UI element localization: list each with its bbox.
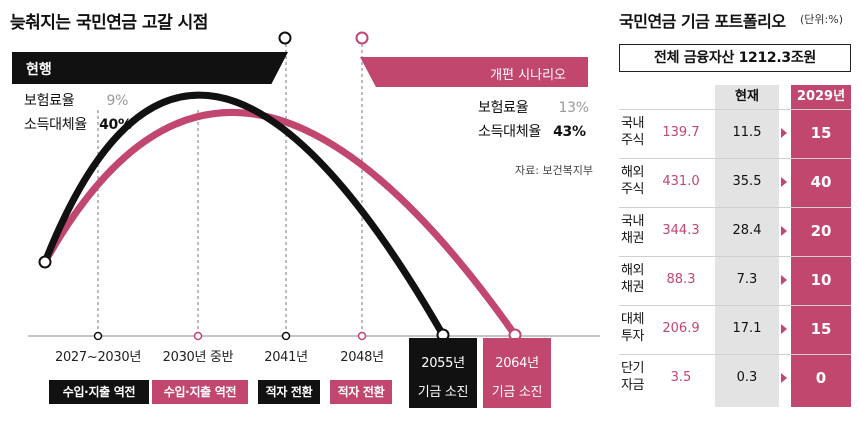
timeline-year-label: 2030년 중반 <box>162 350 234 365</box>
category-cell: 대체 투자 <box>621 312 644 344</box>
header-current: 현재 <box>735 89 759 104</box>
timeline-event-badge: 적자 전환 <box>330 380 392 404</box>
depletion-box-current: 2055년 기금 소진 <box>409 338 477 408</box>
current-rate-label: 보험료율 <box>24 93 75 109</box>
category-cell: 단기 자금 <box>621 361 644 393</box>
target-share-cell: 15 <box>810 320 832 338</box>
reform-rate: 보험료율 13% <box>478 97 589 117</box>
table-row: 단기 자금 3.5 0.3 0 <box>619 354 851 400</box>
curve-point <box>278 31 292 45</box>
current-column-bg <box>715 85 779 407</box>
category-cell: 해외 주식 <box>621 165 644 197</box>
reform-scenario-band: 개편 시나리오 <box>360 57 588 87</box>
timeline-event-badge: 수입·지출 역전 <box>152 380 248 404</box>
timeline-marker <box>193 331 203 341</box>
current-rate: 보험료율 9% <box>24 90 128 110</box>
current-share-cell: 0.3 <box>736 370 758 385</box>
total-assets-box: 전체 금융자산 1212.3조원 <box>619 44 851 72</box>
curve-point <box>38 255 52 269</box>
current-share-cell: 35.5 <box>732 174 762 189</box>
target-share-cell: 0 <box>815 369 827 387</box>
amount-cell: 431.0 <box>662 174 700 189</box>
timeline-year-label: 2041년 <box>264 350 308 365</box>
current-share-cell: 11.5 <box>732 125 762 140</box>
source-note: 자료: 보건복지부 <box>515 164 594 177</box>
target-share-cell: 40 <box>810 173 832 191</box>
arrow-right-icon <box>779 110 789 156</box>
chart-title: 늦춰지는 국민연금 고갈 시점 <box>10 13 208 33</box>
depletion-box-reform: 2064년 기금 소진 <box>483 338 551 408</box>
timeline-marker <box>357 331 367 341</box>
unit-note: (단위:%) <box>800 13 843 26</box>
target-share-cell: 20 <box>810 222 832 240</box>
reform-rate-value: 13% <box>558 100 589 116</box>
curve-point <box>355 31 369 45</box>
current-rate-value: 9% <box>106 93 129 109</box>
table-row: 해외 채권 88.3 7.3 10 <box>619 256 851 302</box>
reform-replace: 소득대체율 43% <box>478 121 586 141</box>
category-cell: 국내 주식 <box>621 116 644 148</box>
reform-replace-value: 43% <box>553 124 586 140</box>
depletion-year: 2055년 <box>421 356 465 371</box>
arrow-right-icon <box>779 159 789 205</box>
portfolio-title: 국민연금 기금 포트폴리오 <box>619 12 786 31</box>
depletion-year: 2064년 <box>495 356 539 371</box>
reform-scenario-label: 개편 시나리오 <box>490 68 566 83</box>
arrow-right-icon <box>779 306 789 352</box>
amount-cell: 139.7 <box>662 125 700 140</box>
target-share-cell: 15 <box>810 124 832 142</box>
current-replace-value: 40% <box>99 117 132 133</box>
arrow-right-icon <box>779 208 789 254</box>
current-replace: 소득대체율 40% <box>24 114 132 134</box>
timeline-event-badge: 수입·지출 역전 <box>49 380 149 404</box>
category-cell: 국내 채권 <box>621 214 644 246</box>
current-share-cell: 17.1 <box>732 321 762 336</box>
target-share-cell: 10 <box>810 271 832 289</box>
amount-cell: 3.5 <box>670 370 692 385</box>
current-share-cell: 28.4 <box>732 223 762 238</box>
amount-cell: 344.3 <box>662 223 700 238</box>
timeline-year-label: 2048년 <box>340 350 384 365</box>
depletion-curve-chart <box>28 31 600 342</box>
current-share-cell: 7.3 <box>736 272 758 287</box>
reform-rate-label: 보험료율 <box>478 100 529 116</box>
arrow-right-icon <box>779 257 789 303</box>
table-row: 국내 채권 344.3 28.4 20 <box>619 207 851 253</box>
table-row: 국내 주식 139.7 11.5 15 <box>619 109 851 155</box>
timeline-year-label: 2027~2030년 <box>54 350 142 365</box>
amount-cell: 88.3 <box>666 272 696 287</box>
current-scenario-band: 현행 <box>12 52 288 84</box>
reform-replace-label: 소득대체율 <box>478 124 541 140</box>
target-column-bg <box>791 85 851 407</box>
depletion-event: 기금 소진 <box>417 385 469 400</box>
current-scenario-label: 현행 <box>26 62 52 78</box>
arrow-right-icon <box>779 355 789 401</box>
header-target: 2029년 <box>796 89 846 104</box>
timeline-marker <box>281 331 291 341</box>
current-series-line <box>41 91 447 337</box>
table-row: 대체 투자 206.9 17.1 15 <box>619 305 851 351</box>
timeline-marker <box>93 331 103 341</box>
amount-cell: 206.9 <box>662 321 700 336</box>
reform-series-line <box>41 109 518 338</box>
timeline-event-badge: 적자 전환 <box>258 380 320 404</box>
category-cell: 해외 채권 <box>621 263 644 295</box>
current-replace-label: 소득대체율 <box>24 117 87 133</box>
depletion-event: 기금 소진 <box>491 385 543 400</box>
table-row: 해외 주식 431.0 35.5 40 <box>619 158 851 204</box>
